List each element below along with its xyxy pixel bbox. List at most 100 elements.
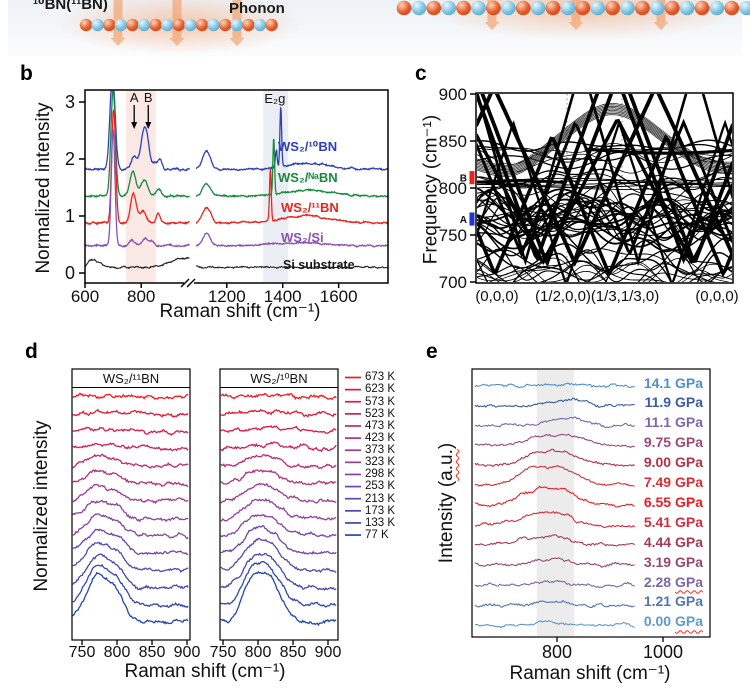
y-tick-label: 700 — [439, 273, 467, 292]
boron-atom — [79, 18, 93, 32]
legend-entry: 253 K — [365, 480, 396, 493]
mode-marker-label: B — [460, 174, 467, 185]
nitrogen-atom — [471, 0, 486, 16]
panel-c-ylabel: Frequency (cm⁻¹) — [420, 114, 442, 265]
legend-entry: 373 K — [365, 444, 396, 457]
nitrogen-atom — [137, 18, 151, 32]
legend-entry: 77 K — [365, 528, 389, 541]
pressure-label: 11.1 GPa — [644, 414, 703, 431]
boron-atom — [635, 0, 650, 16]
temperature-spectrum — [220, 537, 337, 574]
boron-atom — [126, 18, 139, 32]
nitrogen-atom — [650, 0, 665, 16]
k-point-label: (1/2,0,0) — [535, 288, 591, 305]
series-label-ws2-nabn: WS₂/ᴺᵃBN — [278, 170, 338, 185]
panel-d-title-10bn: WS₂/¹⁰BN — [250, 371, 308, 386]
panel-c-plot: 700 750 800 850 900 (0,0,0) (1/2,0,0) (1/3,1/3,… — [439, 85, 739, 305]
spectrum-curve — [195, 107, 388, 172]
boron-atom — [242, 18, 255, 32]
pressure-label: 0.00 GPa — [643, 613, 703, 630]
peak-a-annotation: A — [130, 90, 139, 105]
boron-atom — [664, 0, 680, 16]
k-point-label: (0,0,0) — [695, 288, 738, 305]
pressure-spectrum — [474, 448, 635, 468]
x-tick-label: 900 — [174, 644, 201, 661]
temperature-spectrum — [220, 570, 337, 627]
legend-entry: 173 K — [365, 504, 396, 517]
boron-atom — [149, 18, 162, 32]
temperature-spectrum — [72, 571, 189, 625]
temperature-spectrum — [72, 426, 189, 436]
legend-entry: 133 K — [365, 516, 396, 529]
phonon-branch — [477, 134, 732, 278]
nitrogen-atom — [709, 0, 725, 16]
spectrum-curve — [195, 232, 388, 248]
pressure-label: 6.55 GPa — [643, 493, 703, 510]
phonon-branch — [477, 94, 732, 265]
x-tick-label: 800 — [127, 287, 155, 306]
nitrogen-atom — [184, 18, 197, 32]
pressure-spectrum — [474, 511, 636, 529]
shaded-band — [536, 370, 574, 636]
legend-entry: 323 K — [365, 456, 396, 469]
phonon-branch — [477, 259, 713, 282]
nitrogen-atom — [411, 0, 427, 16]
pressure-unit: GPa — [674, 414, 703, 431]
panel-e-ylabel: Intensity (a.u.) — [436, 418, 458, 588]
legend-entry: 523 K — [365, 407, 396, 420]
pressure-label: 9.00 GPa — [643, 454, 703, 471]
x-tick-label: 1000 — [643, 642, 683, 662]
x-tick-label: 900 — [315, 644, 342, 661]
temperature-spectrum — [220, 497, 337, 522]
panel-b-letter: b — [20, 62, 33, 85]
temperature-spectrum — [72, 453, 189, 469]
boron-atom — [103, 18, 116, 32]
temperature-spectrum — [220, 469, 337, 486]
temperature-spectrum — [72, 442, 189, 452]
temperature-spectrum — [72, 513, 189, 540]
spectrum-curve — [195, 168, 388, 225]
x-tick-label: 1200 — [208, 287, 246, 306]
panel-b-ylabel: Normalized intensity — [33, 102, 54, 274]
x-tick-label: 850 — [139, 644, 166, 661]
pressure-unit: GPa — [674, 533, 703, 550]
phonon-label: Phonon — [229, 0, 285, 17]
pressure-label: 5.41 GPa — [643, 513, 703, 530]
temperature-spectrum — [220, 561, 337, 608]
pressure-label: 1.21 GPa — [643, 593, 703, 610]
temperature-spectrum — [72, 499, 189, 523]
temperature-spectrum — [220, 441, 337, 453]
nitrogen-atom — [114, 18, 128, 32]
nitrogen-atom — [560, 0, 576, 16]
legend-entry: 213 K — [365, 492, 396, 505]
x-tick-label: 1400 — [264, 287, 302, 306]
boron-atom — [426, 0, 442, 16]
y-tick-label: 2 — [65, 149, 75, 169]
panel-b-xlabel: Raman shift (cm⁻¹) — [159, 301, 321, 322]
x-tick-label: 800 — [104, 644, 131, 661]
pressure-spectrum — [474, 397, 635, 409]
panel-a-schematic — [8, 0, 750, 56]
panel-e-xlabel: Raman shift (cm⁻¹) — [509, 663, 671, 684]
pressure-spectrum — [474, 433, 635, 449]
nitrogen-atom — [91, 18, 104, 32]
phonon-branch — [477, 103, 732, 166]
panel-e-letter: e — [426, 340, 438, 363]
temperature-spectrum — [72, 408, 189, 418]
pressure-unit: GPa — [674, 394, 703, 411]
panel-e-ylabel-pre: Intensity ( — [436, 480, 457, 564]
y-tick-label: 1 — [65, 206, 75, 226]
temperature-spectrum — [72, 563, 189, 609]
pressure-label: 7.49 GPa — [643, 474, 703, 490]
pressure-spectrum — [474, 534, 635, 547]
y-tick-label: 750 — [439, 226, 467, 245]
mode-marker — [469, 171, 475, 185]
peak-b-annotation: B — [144, 90, 153, 105]
boron-atom — [694, 0, 710, 16]
temperature-spectrum — [220, 453, 337, 469]
legend-entry: 573 K — [365, 395, 396, 408]
pressure-spectrum — [474, 599, 635, 608]
isotope-label: ¹⁰BN(¹¹BN) — [33, 0, 108, 13]
x-tick-label: 850 — [280, 644, 307, 661]
